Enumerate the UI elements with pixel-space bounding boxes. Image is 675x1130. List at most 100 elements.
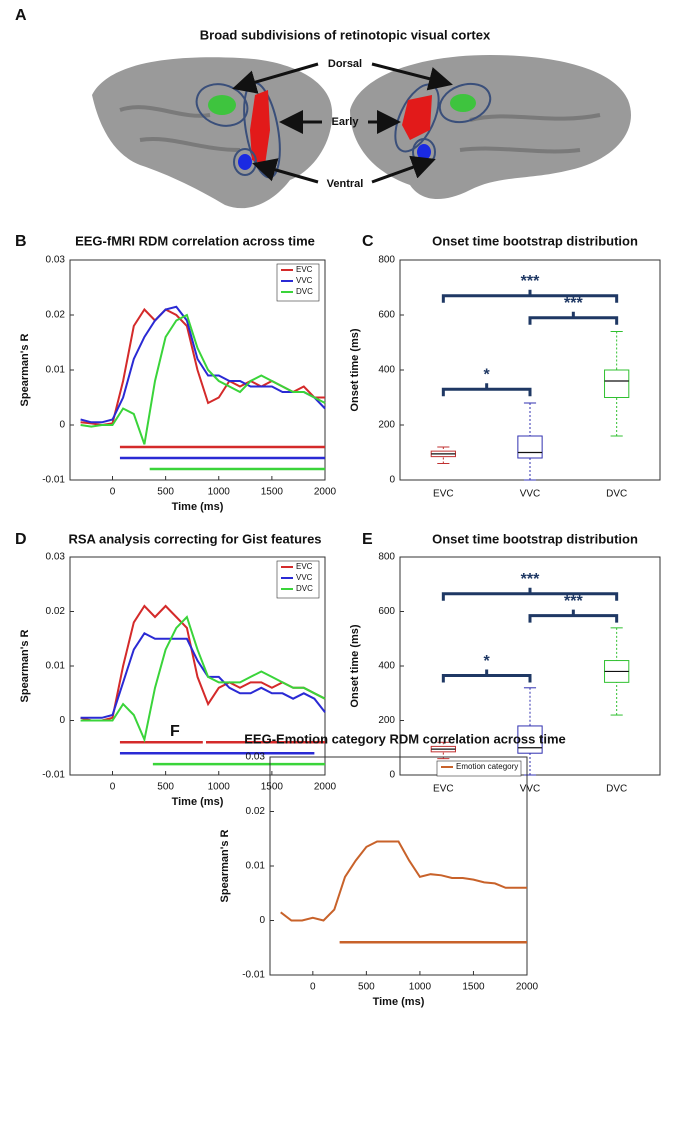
panel-label: F	[170, 723, 180, 740]
significance-label: ***	[564, 295, 583, 312]
y-axis-label: Spearman's R	[19, 333, 31, 406]
y-tick-label: 400	[378, 365, 395, 376]
x-tick-label: 500	[358, 982, 375, 993]
box	[517, 725, 543, 754]
x-tick-label: 1000	[208, 487, 231, 498]
x-tick-label: 2000	[516, 982, 539, 993]
y-tick-label: 800	[378, 552, 395, 563]
y-axis-label: Spearman's R	[19, 629, 31, 702]
x-tick-label: VVC	[520, 489, 541, 500]
x-tick-label: 1500	[462, 982, 485, 993]
significance-label: *	[484, 653, 491, 670]
legend-label: DVC	[296, 287, 313, 296]
significance-bracket	[441, 669, 532, 683]
significance-bracket	[528, 311, 619, 325]
panel-label: C	[362, 233, 374, 250]
y-tick-label: 0	[259, 915, 265, 926]
series-line	[80, 305, 326, 424]
brain-right	[350, 55, 631, 200]
y-tick-label: 0.03	[46, 255, 66, 266]
x-tick-label: 0	[110, 487, 116, 498]
significance-bracket	[528, 609, 619, 623]
region-label: Dorsal	[328, 58, 362, 70]
panel-title: Broad subdivisions of retinotopic visual…	[200, 27, 491, 42]
x-tick-label: 500	[157, 782, 174, 793]
y-tick-label: 0.02	[46, 606, 66, 617]
x-tick-label: VVC	[520, 784, 541, 795]
y-tick-label: 0	[389, 770, 395, 781]
y-tick-label: 200	[378, 715, 395, 726]
x-tick-label: 1000	[208, 782, 231, 793]
y-tick-label: -0.01	[42, 770, 65, 781]
legend-label: Emotion category	[456, 762, 518, 771]
series-line	[80, 615, 326, 743]
y-axis-label: Onset time (ms)	[349, 328, 361, 411]
brain-left	[92, 57, 333, 209]
x-tick-label: 2000	[314, 782, 337, 793]
y-tick-label: 0.03	[46, 552, 66, 563]
panel-label: B	[15, 233, 27, 250]
x-tick-label: EVC	[433, 784, 454, 795]
chart-title: RSA analysis correcting for Gist feature…	[68, 531, 321, 546]
y-tick-label: 0.01	[46, 365, 66, 376]
y-tick-label: 0.01	[46, 661, 66, 672]
y-tick-label: 600	[378, 310, 395, 321]
significance-bracket	[441, 587, 619, 601]
y-tick-label: -0.01	[242, 970, 265, 981]
arrows	[232, 62, 453, 184]
x-tick-label: 1500	[261, 487, 284, 498]
x-tick-label: 0	[110, 782, 116, 793]
legend-label: EVC	[296, 562, 313, 571]
panel-label: E	[362, 531, 373, 548]
series-line	[280, 840, 527, 922]
y-tick-label: 800	[378, 255, 395, 266]
box	[517, 435, 543, 459]
x-tick-label: DVC	[606, 784, 627, 795]
y-tick-label: 600	[378, 606, 395, 617]
region-label: Ventral	[327, 178, 364, 190]
x-tick-label: 1000	[409, 982, 432, 993]
x-axis-label: Time (ms)	[373, 996, 425, 1008]
y-tick-label: 200	[378, 420, 395, 431]
significance-label: ***	[521, 571, 540, 588]
legend-label: VVC	[296, 573, 313, 582]
significance-label: ***	[564, 593, 583, 610]
x-tick-label: 2000	[314, 487, 337, 498]
x-tick-label: EVC	[433, 489, 454, 500]
legend-label: EVC	[296, 265, 313, 274]
chart-title: EEG-fMRI RDM correlation across time	[75, 233, 315, 248]
panel-label: A	[15, 7, 27, 24]
y-tick-label: -0.01	[42, 475, 65, 486]
chart-title: Onset time bootstrap distribution	[432, 233, 638, 248]
significance-bracket	[441, 383, 532, 397]
y-tick-label: 0.03	[246, 752, 266, 763]
y-axis-label: Spearman's R	[219, 829, 231, 902]
y-tick-label: 0	[59, 715, 65, 726]
region-label: Early	[332, 116, 360, 128]
series-line	[80, 631, 326, 719]
box	[604, 369, 630, 398]
x-tick-label: 1500	[261, 782, 284, 793]
y-tick-label: 0.02	[246, 806, 266, 817]
legend-label: DVC	[296, 584, 313, 593]
x-tick-label: 500	[157, 487, 174, 498]
series-line	[80, 313, 326, 445]
chart-title: EEG-Emotion category RDM correlation acr…	[244, 731, 565, 746]
y-tick-label: 0.02	[46, 310, 66, 321]
y-tick-label: 0	[59, 420, 65, 431]
significance-bracket	[441, 289, 619, 303]
x-axis-label: Time (ms)	[172, 796, 224, 808]
legend-label: VVC	[296, 276, 313, 285]
x-tick-label: DVC	[606, 489, 627, 500]
x-axis-label: Time (ms)	[172, 501, 224, 513]
x-tick-label: 0	[310, 982, 316, 993]
y-axis-label: Onset time (ms)	[349, 624, 361, 707]
y-tick-label: 0.01	[246, 861, 266, 872]
legend-box	[436, 760, 522, 777]
y-tick-label: 0	[389, 475, 395, 486]
significance-label: ***	[521, 273, 540, 290]
panel-label: D	[15, 531, 27, 548]
significance-label: *	[484, 366, 491, 383]
y-tick-label: 400	[378, 661, 395, 672]
